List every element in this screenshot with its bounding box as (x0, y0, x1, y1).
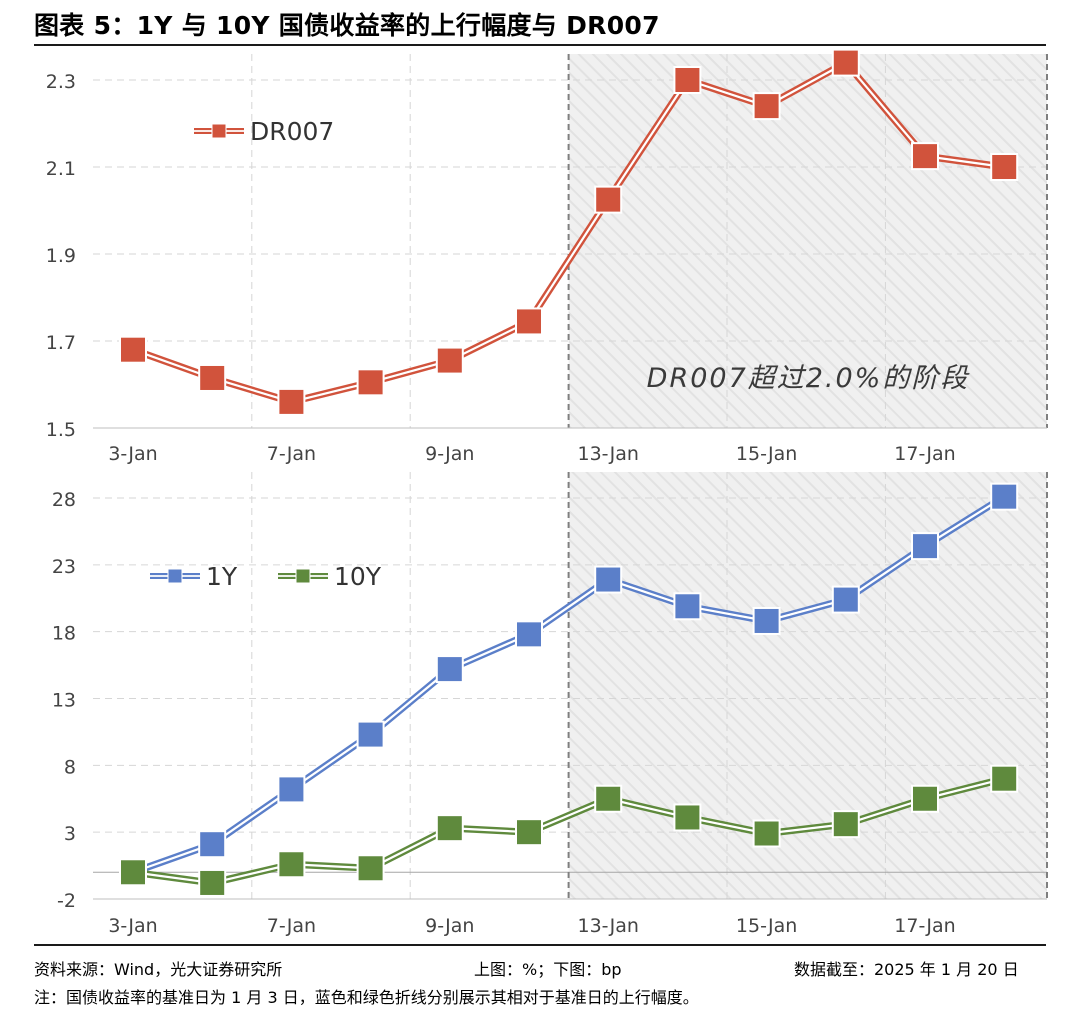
data-point-1Y (673, 592, 702, 621)
xtick-label-top: 7-Jan (267, 443, 316, 465)
data-point-DR007 (752, 92, 781, 121)
data-date-note: 数据截至：2025 年 1 月 20 日 (794, 960, 1019, 979)
data-point-DR007 (831, 48, 860, 77)
ytick-label-top: 1.9 (46, 245, 76, 267)
data-point-1Y (831, 585, 860, 614)
ytick-label-bottom: 3 (64, 823, 76, 845)
data-point-DR007 (594, 185, 623, 214)
xtick-label-top: 13-Jan (578, 443, 639, 465)
title-divider (34, 44, 1046, 46)
ytick-label-top: 2.1 (46, 158, 76, 180)
data-point-10Y (594, 784, 623, 813)
data-point-DR007 (356, 368, 385, 397)
data-point-10Y (515, 818, 543, 847)
data-point-1Y (752, 606, 781, 635)
legend-label-DR007: DR007 (250, 117, 334, 146)
data-point-1Y (594, 565, 623, 594)
data-point-DR007 (119, 335, 147, 364)
data-point-10Y (356, 854, 385, 883)
chart-title: 图表 5：1Y 与 10Y 国债收益率的上行幅度与 DR007 (34, 11, 660, 40)
xtick-label-bottom: 15-Jan (736, 915, 797, 937)
legend-label-1Y: 1Y (206, 562, 238, 591)
xtick-label-top: 9-Jan (425, 443, 474, 465)
ytick-label-bottom: 18 (52, 623, 76, 645)
data-point-DR007 (277, 387, 306, 416)
data-point-DR007 (911, 142, 939, 171)
data-point-10Y (277, 850, 306, 879)
data-point-10Y (673, 803, 702, 832)
legend-marker-1Y (167, 568, 183, 584)
xtick-label-bottom: 13-Jan (578, 915, 639, 937)
shaded-region-label: DR007超过2.0%的阶段 (647, 363, 971, 394)
legend-label-10Y: 10Y (334, 562, 382, 591)
data-point-1Y (990, 482, 1019, 511)
xtick-label-bottom: 17-Jan (894, 915, 955, 937)
units-note: 上图：%；下图：bp (474, 960, 622, 979)
data-point-10Y (752, 819, 781, 848)
legend-item-10Y: 10Y (278, 562, 382, 591)
xtick-label-top: 3-Jan (108, 443, 157, 465)
ytick-label-bottom: 8 (64, 756, 76, 778)
data-point-10Y (198, 868, 227, 897)
data-point-10Y (990, 764, 1019, 793)
data-point-1Y (515, 620, 543, 649)
ytick-label-top: 1.5 (46, 419, 76, 441)
source-note: 资料来源：Wind，光大证券研究所 (34, 960, 283, 979)
data-point-1Y (356, 720, 385, 749)
data-point-DR007 (990, 153, 1019, 181)
data-point-10Y (911, 784, 939, 813)
xtick-label-bottom: 9-Jan (425, 915, 474, 937)
shaded-region-bottom (568, 472, 1047, 899)
data-point-1Y (277, 775, 306, 804)
data-point-1Y (198, 830, 227, 859)
data-point-10Y (831, 810, 860, 839)
ytick-label-bottom: 28 (52, 489, 76, 511)
legend-item-DR007: DR007 (194, 117, 334, 146)
data-point-10Y (119, 858, 147, 887)
xtick-label-top: 15-Jan (736, 443, 797, 465)
data-point-DR007 (435, 346, 464, 375)
ytick-label-bottom: -2 (57, 890, 76, 912)
ytick-label-top: 1.7 (46, 332, 76, 354)
ytick-label-bottom: 13 (52, 690, 76, 712)
footer-divider (34, 944, 1046, 946)
legend-marker-DR007 (211, 123, 227, 139)
shaded-region-top (568, 54, 1047, 428)
legend-item-1Y: 1Y (150, 562, 238, 591)
xtick-label-bottom: 7-Jan (267, 915, 316, 937)
xtick-label-top: 17-Jan (894, 443, 955, 465)
data-point-1Y (435, 655, 464, 684)
footnote: 注：国债收益率的基准日为 1 月 3 日，蓝色和绿色折线分别展示其相对于基准日的… (34, 988, 699, 1007)
ytick-label-bottom: 23 (52, 556, 76, 578)
data-point-DR007 (198, 363, 227, 392)
data-point-1Y (911, 532, 939, 561)
xtick-label-bottom: 3-Jan (108, 915, 157, 937)
data-point-10Y (435, 814, 464, 843)
ytick-label-top: 2.3 (46, 71, 76, 93)
data-point-DR007 (673, 66, 702, 94)
data-point-DR007 (515, 307, 543, 336)
legend-marker-10Y (295, 568, 311, 584)
